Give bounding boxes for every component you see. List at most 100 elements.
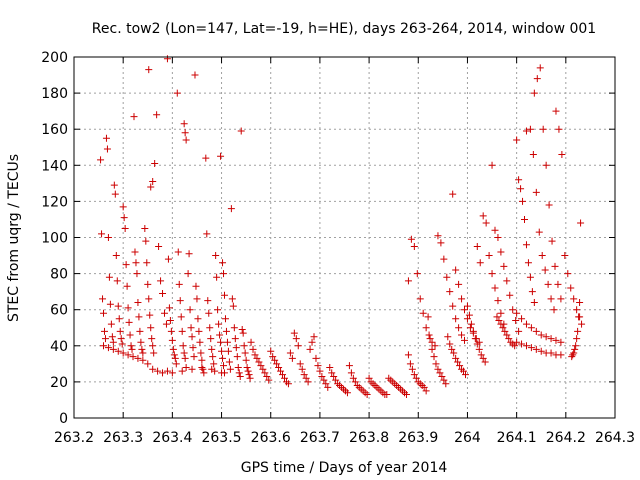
data-point — [209, 353, 217, 361]
data-point — [467, 320, 475, 328]
data-point — [438, 372, 446, 380]
data-point — [265, 376, 273, 384]
data-point — [511, 342, 519, 350]
data-point — [567, 284, 575, 292]
data-point — [118, 340, 126, 348]
data-point — [233, 353, 241, 361]
data-point — [326, 363, 334, 371]
x-tick-label: 264.3 — [595, 430, 635, 446]
data-point — [160, 309, 168, 317]
data-point — [513, 136, 521, 144]
data-point — [277, 367, 285, 375]
data-point — [148, 335, 156, 343]
data-point — [539, 125, 547, 133]
data-point — [149, 342, 157, 350]
data-point — [406, 360, 414, 368]
data-point — [290, 329, 298, 337]
data-point — [557, 338, 565, 346]
data-point — [425, 331, 433, 339]
data-point — [475, 345, 483, 353]
data-point — [573, 306, 581, 314]
data-point — [306, 345, 314, 353]
data-point — [169, 345, 177, 353]
data-point — [488, 161, 496, 169]
data-point — [145, 295, 153, 303]
data-point — [222, 327, 230, 335]
data-point — [218, 369, 226, 377]
data-point — [136, 327, 144, 335]
data-point — [229, 302, 237, 310]
data-point — [267, 347, 275, 355]
x-tick-label: 264.1 — [497, 430, 537, 446]
x-tick-label: 263.7 — [300, 430, 340, 446]
data-point — [97, 156, 105, 164]
data-point — [104, 234, 112, 241]
data-point — [573, 335, 581, 343]
data-point — [168, 369, 176, 377]
data-point — [181, 129, 189, 137]
data-point — [146, 311, 154, 319]
data-point — [547, 349, 555, 357]
data-point — [187, 324, 195, 332]
data-point — [547, 295, 555, 303]
x-tick-label: 263.6 — [251, 430, 291, 446]
data-point — [494, 297, 502, 305]
data-point — [157, 277, 165, 285]
data-point — [466, 324, 474, 332]
data-point — [224, 347, 232, 355]
data-point — [114, 302, 122, 310]
data-point — [526, 273, 534, 281]
data-point — [519, 197, 527, 205]
data-point — [461, 306, 469, 314]
data-point — [147, 183, 155, 191]
data-point — [99, 295, 107, 303]
data-point — [133, 270, 141, 278]
x-tick-label: 263.4 — [152, 430, 192, 446]
data-point — [162, 320, 170, 328]
y-tick-label: 200 — [41, 50, 68, 66]
data-point — [524, 259, 532, 267]
data-point — [184, 270, 192, 278]
data-point — [154, 367, 162, 375]
data-point — [193, 295, 201, 303]
data-point — [244, 367, 252, 375]
data-point — [242, 356, 250, 364]
data-point — [547, 335, 555, 343]
y-tick-label: 180 — [41, 86, 68, 102]
data-point — [460, 367, 468, 375]
data-point — [527, 324, 535, 332]
data-point — [286, 349, 294, 357]
data-point — [102, 134, 110, 142]
data-point — [204, 297, 212, 305]
data-point — [365, 374, 373, 382]
data-point — [449, 190, 457, 198]
data-point — [522, 320, 530, 328]
data-point — [575, 313, 583, 321]
data-point — [564, 270, 572, 278]
data-point — [509, 306, 517, 314]
data-point — [237, 127, 245, 135]
data-point — [408, 365, 416, 373]
data-point — [143, 259, 151, 267]
data-point — [182, 136, 190, 144]
data-point — [122, 261, 130, 269]
data-point — [234, 363, 242, 371]
data-point — [163, 367, 171, 375]
data-point — [195, 327, 203, 335]
data-point — [455, 280, 463, 288]
data-point — [180, 349, 188, 357]
data-point — [181, 354, 189, 362]
data-point — [426, 335, 434, 343]
data-point — [119, 203, 127, 211]
data-point — [413, 270, 421, 278]
data-point — [404, 277, 412, 285]
data-point — [220, 362, 228, 370]
data-point — [345, 362, 353, 370]
data-point — [203, 230, 211, 238]
data-point — [461, 336, 469, 344]
data-point — [273, 360, 281, 368]
data-point — [481, 358, 489, 366]
data-point — [446, 340, 454, 348]
data-point — [246, 374, 254, 382]
data-point — [343, 389, 351, 397]
